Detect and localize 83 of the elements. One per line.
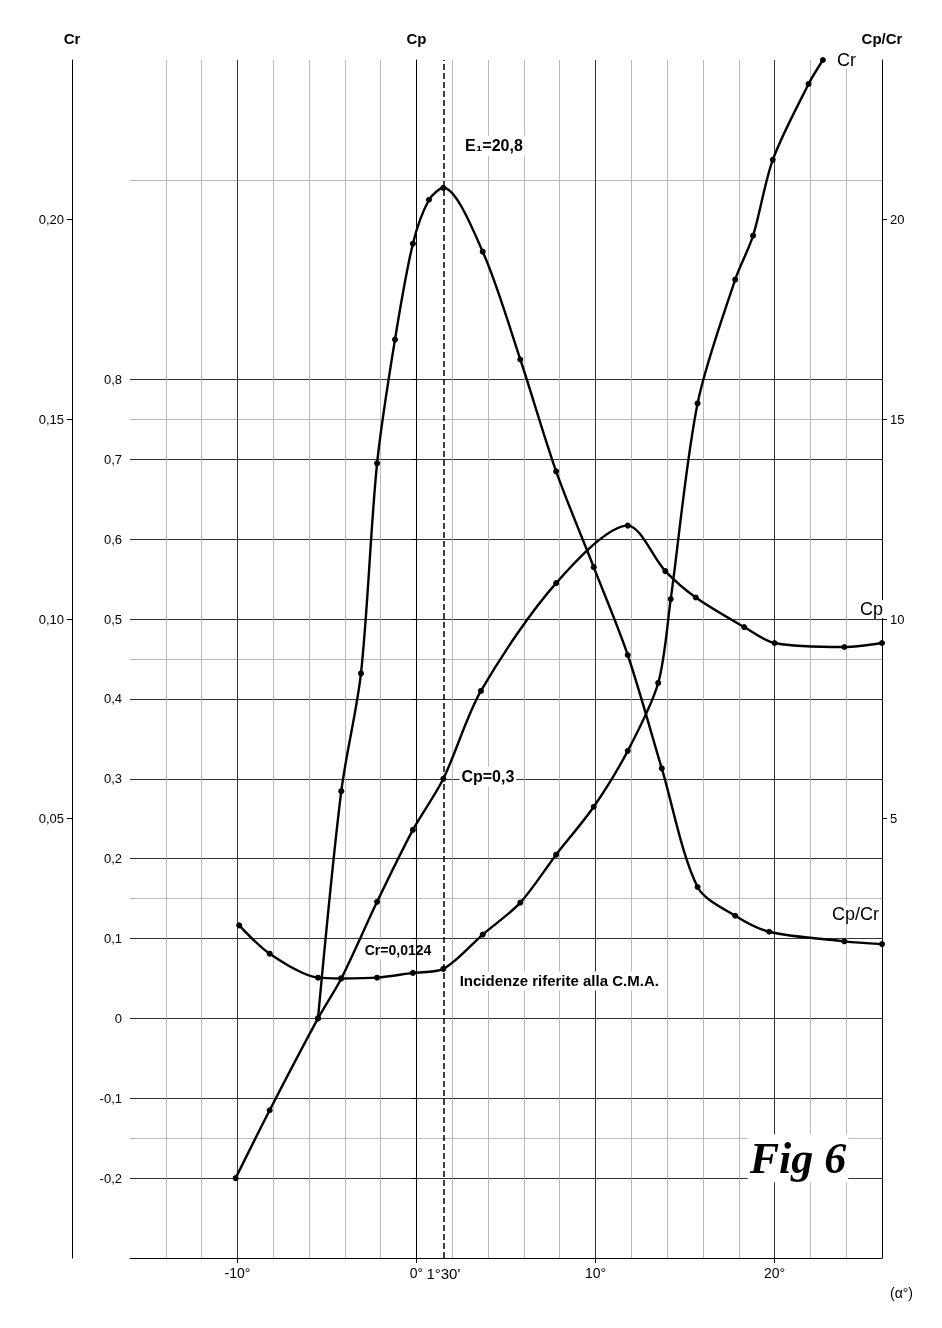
point	[771, 640, 778, 647]
point	[732, 276, 739, 283]
point	[769, 156, 776, 163]
y-tick-label: 0,4	[103, 691, 122, 707]
y3-tick-label: 20	[890, 212, 905, 228]
ref-line-label: 1°30'	[426, 1265, 461, 1282]
point	[553, 580, 560, 587]
y-tick-label: 0,2	[103, 851, 122, 867]
point	[266, 1107, 273, 1114]
point	[426, 196, 433, 203]
y2-tick-label: 0,15	[38, 411, 64, 427]
point	[624, 522, 631, 529]
point	[732, 912, 739, 919]
point	[266, 950, 273, 957]
point	[315, 1015, 321, 1022]
point	[553, 468, 560, 475]
y3-axis-title: Cp/Cr	[861, 30, 903, 47]
y-tick-label: 0,7	[103, 451, 122, 467]
x-tick-label: 10°	[584, 1265, 607, 1281]
y-tick-label: 0	[114, 1010, 122, 1026]
series-label: Cp	[860, 599, 884, 620]
point	[392, 336, 398, 343]
point	[750, 232, 757, 239]
y2-tick-label: 0,20	[38, 212, 64, 228]
y2-tick-label: 0,05	[38, 811, 64, 827]
point	[655, 679, 662, 686]
point	[694, 400, 701, 407]
point	[805, 80, 812, 87]
x-tick-label: 0°	[409, 1265, 424, 1281]
point	[741, 624, 748, 631]
y-tick-label: -0,2	[99, 1170, 122, 1186]
y-tick-label: 0,8	[103, 371, 122, 387]
point	[692, 594, 699, 601]
point	[374, 460, 381, 467]
point	[766, 928, 773, 935]
point	[590, 564, 597, 571]
point	[477, 687, 484, 694]
point	[232, 1175, 239, 1182]
point	[879, 941, 885, 948]
point	[236, 922, 243, 929]
point	[409, 826, 416, 833]
y3-tick-label: 5	[890, 811, 898, 827]
annotation: E₁=20,8	[465, 137, 523, 155]
y-tick-label: 0,5	[103, 611, 122, 627]
point	[819, 57, 826, 63]
point	[374, 898, 381, 905]
point	[590, 803, 597, 810]
x-axis-title: (α°)	[890, 1285, 914, 1301]
point	[662, 568, 669, 575]
point	[667, 596, 674, 603]
annotation: Fig 6	[748, 1133, 847, 1183]
point	[879, 640, 885, 647]
annotation: Incidenze riferite alla C.M.A.	[459, 972, 659, 990]
point	[658, 765, 665, 772]
point	[694, 884, 701, 891]
y-tick-label: 0,6	[103, 531, 122, 547]
x-tick-label: -10°	[224, 1265, 251, 1281]
point	[315, 974, 321, 981]
x-tick-label: 20°	[763, 1265, 786, 1281]
y2-axis-title: Cr	[63, 30, 81, 47]
y-tick-label: 0,3	[103, 771, 122, 787]
y3-tick-label: 15	[890, 411, 905, 427]
point	[374, 974, 381, 981]
point	[479, 248, 486, 255]
series-label: Cp/Cr	[832, 904, 880, 925]
point	[338, 788, 345, 795]
point	[409, 240, 416, 247]
point	[338, 975, 345, 982]
point	[409, 969, 416, 976]
series-label: Cr	[836, 50, 856, 70]
y2-tick-label: 0,10	[38, 611, 64, 627]
point	[553, 851, 560, 858]
y-tick-label: 0,1	[103, 931, 122, 947]
point	[624, 747, 631, 754]
y-axis-title: Cp	[406, 30, 427, 47]
y-tick-label: -0,1	[99, 1090, 122, 1106]
annotation: Cp=0,3	[461, 768, 515, 786]
point	[624, 652, 631, 659]
point	[517, 899, 524, 906]
point	[841, 938, 848, 945]
point	[357, 670, 364, 677]
point	[841, 644, 848, 651]
y3-tick-label: 10	[890, 611, 905, 627]
